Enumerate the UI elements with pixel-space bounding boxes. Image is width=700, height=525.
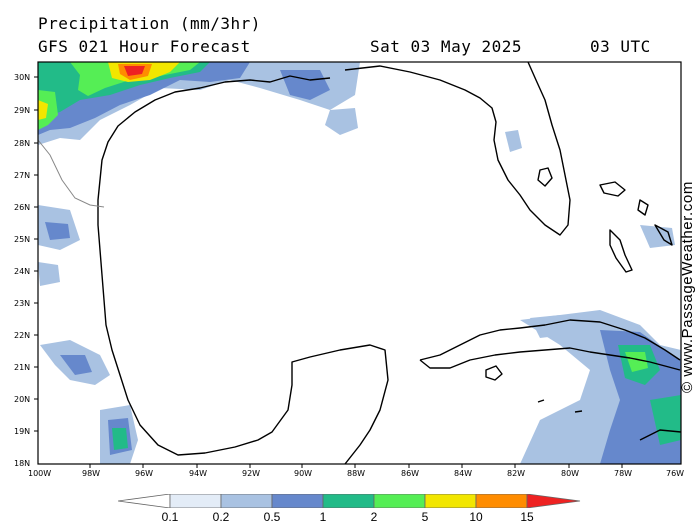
- legend-label: 0.1: [161, 510, 179, 524]
- legend-label: 0.5: [263, 510, 281, 524]
- lat-label: 25N: [14, 235, 30, 244]
- legend-swatch: [373, 494, 426, 508]
- forecast-subtitle: GFS 021 Hour Forecast: [38, 37, 251, 56]
- hispaniola-coastline: [639, 429, 681, 441]
- legend-label: 2: [370, 510, 378, 524]
- legend-label: 0.2: [212, 510, 230, 524]
- lon-label: 80W: [561, 469, 579, 478]
- lat-label: 29N: [14, 106, 30, 115]
- bahamas: [599, 181, 626, 197]
- legend-swatch: [118, 494, 171, 508]
- legend-swatch: [271, 494, 324, 508]
- precip-area: [530, 315, 565, 338]
- legend-label: 15: [520, 510, 534, 524]
- precip-area: [38, 90, 58, 130]
- bahamas: [609, 229, 633, 273]
- mexico-us-border: [37, 139, 105, 208]
- longitude-axis: 100W 98W 96W 94W 92W 90W 88W 86W 84W 82W…: [28, 464, 684, 478]
- lon-label: 78W: [614, 469, 632, 478]
- precip-area: [112, 428, 128, 450]
- legend-swatch: [424, 494, 477, 508]
- legend-label: 5: [421, 510, 429, 524]
- lon-label: 96W: [135, 469, 153, 478]
- coastlines: [97, 62, 681, 464]
- map-background: [38, 62, 681, 464]
- gulf-coastline: [97, 75, 389, 464]
- lat-label: 19N: [14, 427, 30, 436]
- copyright-credit: © www.PassageWeather.com: [671, 145, 700, 395]
- precipitation-field: [38, 62, 681, 464]
- lon-label: 86W: [401, 469, 419, 478]
- lat-label: 20N: [14, 395, 30, 404]
- map-title: Precipitation (mm/3hr): [38, 14, 261, 33]
- precip-area: [625, 352, 648, 372]
- precip-area: [505, 130, 522, 152]
- precip-area: [280, 70, 330, 100]
- cuba-coastline: [419, 347, 681, 371]
- credit-text: © www.PassageWeather.com: [679, 181, 696, 393]
- lat-label: 23N: [14, 299, 30, 308]
- legend-swatch: [220, 494, 273, 508]
- legend-swatch: [322, 494, 375, 508]
- latitude-axis: 30N 29N 28N 27N 26N 25N 24N 23N 22N 21N …: [14, 73, 38, 468]
- legend-label: 10: [469, 510, 483, 524]
- precip-area: [124, 66, 145, 76]
- precip-area: [38, 262, 60, 286]
- precip-area: [45, 222, 70, 240]
- lon-label: 90W: [294, 469, 312, 478]
- isle-of-youth: [485, 365, 503, 381]
- florida-coastline: [344, 62, 571, 236]
- bahamas: [637, 199, 649, 216]
- lon-label: 82W: [507, 469, 525, 478]
- lat-label: 27N: [14, 171, 30, 180]
- lon-label: 100W: [28, 469, 51, 478]
- legend-swatch: [475, 494, 528, 508]
- lat-label: 21N: [14, 363, 30, 372]
- lon-label: 76W: [666, 469, 684, 478]
- lat-label: 24N: [14, 267, 30, 276]
- legend-swatch: [169, 494, 222, 508]
- precip-area: [38, 100, 48, 120]
- precip-area: [650, 395, 681, 445]
- lon-label: 84W: [454, 469, 472, 478]
- lon-label: 88W: [347, 469, 365, 478]
- forecast-date: Sat 03 May 2025: [370, 37, 522, 56]
- precip-area: [325, 108, 358, 135]
- lon-label: 98W: [82, 469, 100, 478]
- legend-swatch: [526, 494, 581, 508]
- lat-label: 22N: [14, 331, 30, 340]
- cuba-coastline: [419, 319, 681, 361]
- precip-area: [60, 355, 92, 375]
- lon-label: 92W: [242, 469, 260, 478]
- map-frame: [37, 61, 682, 465]
- lake-okeechobee: [537, 167, 553, 187]
- lon-label: 94W: [189, 469, 207, 478]
- lat-label: 28N: [14, 139, 30, 148]
- legend-label: 1: [319, 510, 327, 524]
- precipitation-legend: [118, 494, 581, 508]
- lat-label: 18N: [14, 459, 30, 468]
- bahamas: [654, 224, 673, 246]
- forecast-time: 03 UTC: [590, 37, 651, 56]
- lat-label: 26N: [14, 203, 30, 212]
- cayman-islands: [537, 399, 583, 413]
- lat-label: 30N: [14, 73, 30, 82]
